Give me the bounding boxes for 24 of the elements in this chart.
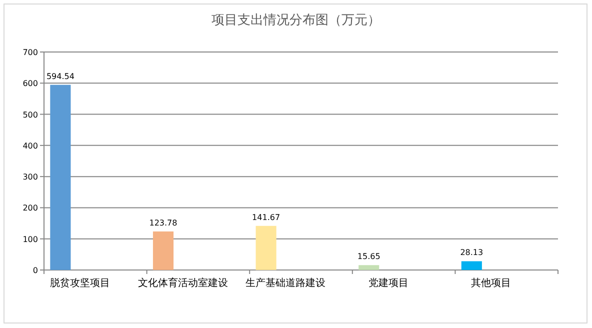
- y-tick-label: 400: [22, 141, 38, 150]
- x-tick-label: 文化体育活动室建设: [138, 277, 228, 289]
- bar: [358, 265, 380, 270]
- y-tick-label: 700: [22, 48, 38, 57]
- y-tick-label: 600: [22, 79, 38, 88]
- bar: [461, 261, 482, 270]
- y-tick-label: 500: [22, 110, 38, 120]
- y-tick-label: 200: [22, 204, 38, 213]
- bar: [50, 84, 71, 270]
- data-label: 594.54: [46, 72, 74, 81]
- data-label: 141.67: [252, 212, 280, 222]
- bar: [256, 226, 276, 270]
- bar: [152, 231, 174, 270]
- y-tick-label: 300: [22, 172, 38, 182]
- y-tick-label: 0: [32, 266, 38, 275]
- x-tick-label: 生产基础道路建设: [246, 277, 326, 289]
- data-label: 28.13: [460, 248, 484, 258]
- data-label: 123.78: [149, 218, 178, 228]
- y-tick-label: 100: [22, 234, 38, 244]
- chart-title: 项目支出情况分布图（万元）: [212, 13, 380, 28]
- data-label: 15.65: [357, 252, 380, 262]
- x-tick-label: 党建项目: [368, 277, 408, 289]
- x-tick-label: 脱贫攻坚项目: [50, 277, 110, 289]
- x-tick-label: 其他项目: [471, 277, 512, 289]
